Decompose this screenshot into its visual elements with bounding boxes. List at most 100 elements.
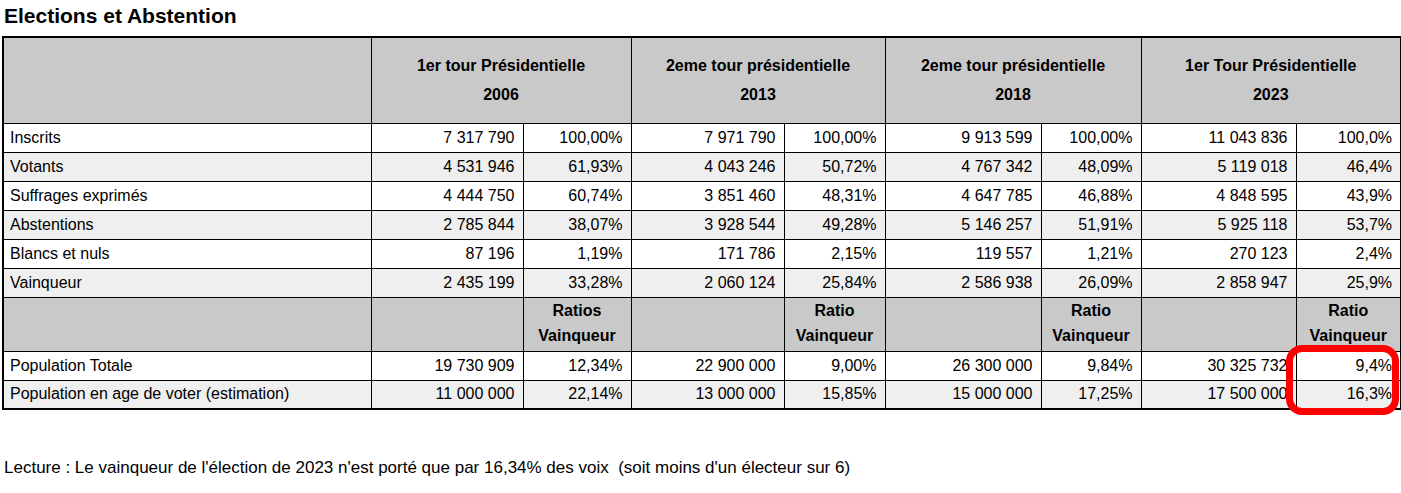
- ratio-empty-cell: [3, 297, 371, 351]
- cell-value: 4 043 246: [631, 152, 784, 181]
- cell-value-highlighted: 16,3%: [1296, 380, 1401, 409]
- ratio-empty-cell: [631, 297, 784, 351]
- cell-value: 49,28%: [784, 210, 885, 239]
- header-group-2018: 2eme tour présidentielle 2018: [885, 37, 1141, 123]
- cell-value: 2 586 938: [885, 268, 1041, 297]
- row-label: Vainqueur: [3, 268, 371, 297]
- table-row-population-age-voter: Population en age de voter (estimation) …: [3, 380, 1401, 409]
- cell-value: 61,93%: [523, 152, 631, 181]
- cell-value: 7 317 790: [371, 123, 523, 152]
- header-group-year: 2006: [376, 86, 627, 104]
- header-group-2006: 1er tour Présidentielle 2006: [371, 37, 631, 123]
- ratio-header-row: Ratios Vainqueur Ratio Vainqueur Ratio V…: [3, 297, 1401, 351]
- cell-value: 15,85%: [784, 380, 885, 409]
- cell-value: 11 043 836: [1141, 123, 1296, 152]
- table-row-vainqueur: Vainqueur 2 435 199 33,28% 2 060 124 25,…: [3, 268, 1401, 297]
- row-label: Inscrits: [3, 123, 371, 152]
- cell-value: 100,00%: [1041, 123, 1141, 152]
- table-row-suffrages: Suffrages exprimés 4 444 750 60,74% 3 85…: [3, 181, 1401, 210]
- cell-value: 100,00%: [784, 123, 885, 152]
- ratio-label-2006: Ratios Vainqueur: [523, 297, 631, 351]
- cell-value: 9,84%: [1041, 351, 1141, 380]
- cell-value: 1,21%: [1041, 239, 1141, 268]
- cell-value: 13 000 000: [631, 380, 784, 409]
- cell-value: 100,0%: [1296, 123, 1401, 152]
- row-label: Population en age de voter (estimation): [3, 380, 371, 409]
- cell-value: 5 925 118: [1141, 210, 1296, 239]
- cell-value: 25,9%: [1296, 268, 1401, 297]
- cell-value: 3 851 460: [631, 181, 784, 210]
- cell-value: 17 500 000: [1141, 380, 1296, 409]
- row-label: Abstentions: [3, 210, 371, 239]
- cell-value: 15 000 000: [885, 380, 1041, 409]
- table-header-row: 1er tour Présidentielle 2006 2eme tour p…: [3, 37, 1401, 123]
- header-empty-cell: [3, 37, 371, 123]
- header-group-label: 1er Tour Présidentielle: [1146, 57, 1397, 75]
- cell-value: 22 900 000: [631, 351, 784, 380]
- cell-value: 171 786: [631, 239, 784, 268]
- cell-value: 12,34%: [523, 351, 631, 380]
- ratio-label-2023: Ratio Vainqueur: [1296, 297, 1401, 351]
- cell-value: 4 848 595: [1141, 181, 1296, 210]
- cell-value: 5 119 018: [1141, 152, 1296, 181]
- table-row-votants: Votants 4 531 946 61,93% 4 043 246 50,72…: [3, 152, 1401, 181]
- cell-value: 53,7%: [1296, 210, 1401, 239]
- cell-value: 2 060 124: [631, 268, 784, 297]
- table-row-inscrits: Inscrits 7 317 790 100,00% 7 971 790 100…: [3, 123, 1401, 152]
- table-row-abstentions: Abstentions 2 785 844 38,07% 3 928 544 4…: [3, 210, 1401, 239]
- cell-value: 9 913 599: [885, 123, 1041, 152]
- cell-value: 51,91%: [1041, 210, 1141, 239]
- ratio-label-2018: Ratio Vainqueur: [1041, 297, 1141, 351]
- row-label: Population Totale: [3, 351, 371, 380]
- header-group-label: 2eme tour présidentielle: [890, 57, 1137, 75]
- row-label: Blancs et nuls: [3, 239, 371, 268]
- reading-note: Lecture : Le vainqueur de l'élection de …: [4, 458, 850, 478]
- cell-value: 33,28%: [523, 268, 631, 297]
- cell-value: 119 557: [885, 239, 1041, 268]
- elections-table: 1er tour Présidentielle 2006 2eme tour p…: [2, 36, 1401, 410]
- page-title: Elections et Abstention: [4, 4, 237, 28]
- cell-value: 48,31%: [784, 181, 885, 210]
- cell-value: 1,19%: [523, 239, 631, 268]
- header-group-year: 2013: [636, 86, 881, 104]
- cell-value: 17,25%: [1041, 380, 1141, 409]
- cell-value: 2 435 199: [371, 268, 523, 297]
- cell-value: 2,15%: [784, 239, 885, 268]
- cell-value: 2 785 844: [371, 210, 523, 239]
- ratio-empty-cell: [885, 297, 1041, 351]
- cell-value: 25,84%: [784, 268, 885, 297]
- cell-value: 50,72%: [784, 152, 885, 181]
- header-group-year: 2023: [1146, 86, 1397, 104]
- row-label: Suffrages exprimés: [3, 181, 371, 210]
- cell-value: 19 730 909: [371, 351, 523, 380]
- ratio-label-2013: Ratio Vainqueur: [784, 297, 885, 351]
- ratio-empty-cell: [371, 297, 523, 351]
- cell-value: 4 531 946: [371, 152, 523, 181]
- cell-value: 22,14%: [523, 380, 631, 409]
- cell-value: 2 858 947: [1141, 268, 1296, 297]
- header-group-2013: 2eme tour présidentielle 2013: [631, 37, 885, 123]
- header-group-2023: 1er Tour Présidentielle 2023: [1141, 37, 1401, 123]
- cell-value: 87 196: [371, 239, 523, 268]
- cell-value: 26 300 000: [885, 351, 1041, 380]
- cell-value: 7 971 790: [631, 123, 784, 152]
- cell-value: 9,00%: [784, 351, 885, 380]
- cell-value: 4 767 342: [885, 152, 1041, 181]
- cell-value: 26,09%: [1041, 268, 1141, 297]
- table-row-blancs: Blancs et nuls 87 196 1,19% 171 786 2,15…: [3, 239, 1401, 268]
- cell-value: 38,07%: [523, 210, 631, 239]
- header-group-label: 2eme tour présidentielle: [636, 57, 881, 75]
- ratio-empty-cell: [1141, 297, 1296, 351]
- cell-value-highlighted: 9,4%: [1296, 351, 1401, 380]
- cell-value: 5 146 257: [885, 210, 1041, 239]
- cell-value: 3 928 544: [631, 210, 784, 239]
- cell-value: 30 325 732: [1141, 351, 1296, 380]
- header-group-label: 1er tour Présidentielle: [376, 57, 627, 75]
- cell-value: 43,9%: [1296, 181, 1401, 210]
- row-label: Votants: [3, 152, 371, 181]
- cell-value: 11 000 000: [371, 380, 523, 409]
- header-group-year: 2018: [890, 86, 1137, 104]
- cell-value: 4 444 750: [371, 181, 523, 210]
- cell-value: 4 647 785: [885, 181, 1041, 210]
- cell-value: 270 123: [1141, 239, 1296, 268]
